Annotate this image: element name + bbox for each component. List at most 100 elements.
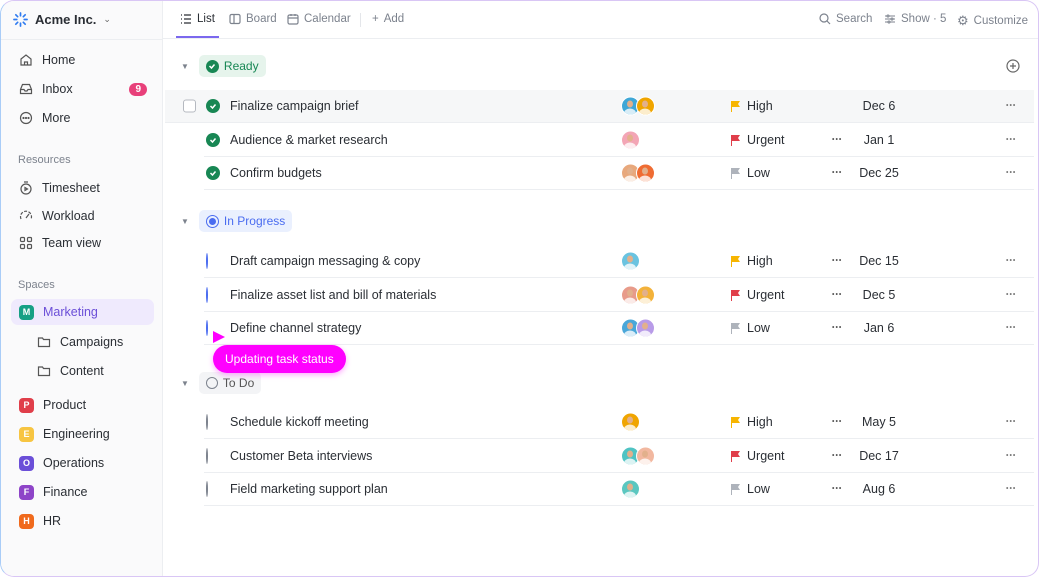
task-row[interactable]: Field marketing support plan Low ••• Aug… xyxy=(204,473,1034,506)
avatar[interactable] xyxy=(621,251,640,271)
status-done-icon[interactable] xyxy=(206,166,220,180)
show-button[interactable]: Show · 5 xyxy=(884,13,946,25)
task-name[interactable]: Customer Beta interviews xyxy=(230,448,373,463)
avatar[interactable] xyxy=(636,96,655,116)
task-name[interactable]: Draft campaign messaging & copy xyxy=(230,254,421,268)
space-operations[interactable]: O Operations xyxy=(11,450,154,476)
avatar[interactable] xyxy=(621,412,640,432)
assignees[interactable] xyxy=(621,96,655,116)
space-finance[interactable]: F Finance xyxy=(11,479,154,505)
folder-content[interactable]: Content xyxy=(37,364,104,378)
task-name[interactable]: Audience & market research xyxy=(230,132,388,147)
assignees[interactable] xyxy=(621,163,655,183)
priority[interactable]: Low xyxy=(730,166,770,180)
status-todo-icon[interactable] xyxy=(206,447,208,464)
space-hr[interactable]: H HR xyxy=(11,508,154,534)
more-options-icon[interactable]: ••• xyxy=(832,169,843,177)
more-options-icon[interactable]: ••• xyxy=(832,418,843,426)
search-button[interactable]: Search xyxy=(819,13,872,25)
row-menu-icon[interactable]: ••• xyxy=(1006,257,1017,265)
tab-calendar[interactable]: Calendar xyxy=(287,13,351,25)
status-todo-icon[interactable] xyxy=(206,414,208,430)
workspace-switcher[interactable]: Acme Inc. ⌄ xyxy=(13,12,111,27)
due-date[interactable]: Dec 5 xyxy=(862,287,896,302)
row-menu-icon[interactable]: ••• xyxy=(1006,452,1017,459)
task-row[interactable]: Customer Beta interviews Urgent ••• Dec … xyxy=(204,440,1034,473)
space-product[interactable]: P Product xyxy=(11,392,154,418)
tab-list[interactable]: List xyxy=(180,13,215,25)
task-row[interactable]: Audience & market research Urgent ••• Ja… xyxy=(204,124,1034,157)
customize-button[interactable]: ⚙ Customize xyxy=(957,13,1028,28)
due-date[interactable]: Dec 15 xyxy=(859,254,899,268)
task-row[interactable]: Finalize campaign brief High Dec 6 ••• xyxy=(165,90,1034,123)
priority[interactable]: Urgent xyxy=(730,449,785,463)
assignees[interactable] xyxy=(621,318,655,338)
row-menu-icon[interactable]: ••• xyxy=(1006,291,1017,298)
due-date[interactable]: Dec 6 xyxy=(862,99,896,113)
task-row[interactable]: Confirm budgets Low ••• Dec 25 ••• xyxy=(204,157,1034,190)
collapse-caret-icon[interactable]: ▼ xyxy=(181,378,189,388)
due-date[interactable]: Jan 1 xyxy=(863,132,895,147)
space-marketing[interactable]: M Marketing xyxy=(11,299,154,325)
avatar[interactable] xyxy=(621,130,640,149)
assignees[interactable] xyxy=(621,251,640,271)
more-options-icon[interactable]: ••• xyxy=(832,257,843,265)
tab-board[interactable]: Board xyxy=(229,13,277,25)
status-done-icon[interactable] xyxy=(206,132,220,147)
folder-campaigns[interactable]: Campaigns xyxy=(37,335,123,349)
sidebar-item-home[interactable]: Home xyxy=(19,53,149,67)
priority[interactable]: High xyxy=(730,254,773,268)
avatar[interactable] xyxy=(636,163,655,183)
due-date[interactable]: Dec 17 xyxy=(859,448,899,463)
sidebar-item-inbox[interactable]: Inbox 9 xyxy=(19,82,149,96)
priority[interactable]: Low xyxy=(730,482,770,496)
priority[interactable]: Low xyxy=(730,321,770,335)
status-pill[interactable]: In Progress xyxy=(198,210,293,232)
more-options-icon[interactable]: ••• xyxy=(832,136,843,143)
row-menu-icon[interactable]: ••• xyxy=(1006,102,1017,110)
more-options-icon[interactable]: ••• xyxy=(832,452,843,459)
priority[interactable]: Urgent xyxy=(730,288,785,302)
avatar[interactable] xyxy=(621,96,640,116)
task-checkbox[interactable] xyxy=(183,99,196,113)
status-todo-icon[interactable] xyxy=(206,481,208,497)
row-menu-icon[interactable]: ••• xyxy=(1006,136,1017,143)
more-options-icon[interactable]: ••• xyxy=(832,485,843,493)
sidebar-item-workload[interactable]: Workload xyxy=(19,209,149,223)
avatar[interactable] xyxy=(636,446,655,465)
task-row[interactable]: Schedule kickoff meeting High ••• May 5 … xyxy=(204,406,1034,439)
avatar[interactable] xyxy=(636,318,655,338)
avatar[interactable] xyxy=(636,285,655,304)
more-options-icon[interactable]: ••• xyxy=(832,291,843,298)
collapse-caret-icon[interactable]: ▼ xyxy=(181,216,189,226)
sidebar-item-timesheet[interactable]: Timesheet xyxy=(19,181,149,195)
avatar[interactable] xyxy=(621,479,640,499)
due-date[interactable]: Aug 6 xyxy=(862,482,896,496)
assignees[interactable] xyxy=(621,130,640,149)
row-menu-icon[interactable]: ••• xyxy=(1006,169,1017,177)
task-name[interactable]: Finalize asset list and bill of material… xyxy=(230,287,437,302)
avatar[interactable] xyxy=(621,163,640,183)
row-menu-icon[interactable]: ••• xyxy=(1006,485,1017,493)
assignees[interactable] xyxy=(621,479,640,499)
add-group-plus-circle-icon[interactable] xyxy=(1006,59,1020,73)
task-name[interactable]: Field marketing support plan xyxy=(230,482,388,496)
status-done-icon[interactable] xyxy=(206,99,220,113)
assignees[interactable] xyxy=(621,285,655,304)
more-options-icon[interactable]: ••• xyxy=(832,324,843,332)
task-name[interactable]: Define channel strategy xyxy=(230,321,362,335)
due-date[interactable]: May 5 xyxy=(861,415,897,429)
status-prog-icon[interactable] xyxy=(206,253,208,269)
row-menu-icon[interactable]: ••• xyxy=(1006,418,1017,426)
status-prog-icon[interactable] xyxy=(206,286,208,303)
status-pill[interactable]: To Do xyxy=(198,372,262,394)
collapse-caret-icon[interactable]: ▼ xyxy=(181,61,189,71)
assignees[interactable] xyxy=(621,446,655,465)
priority[interactable]: Urgent xyxy=(730,133,785,147)
status-prog-icon[interactable] xyxy=(206,320,208,336)
space-engineering[interactable]: E Engineering xyxy=(11,421,154,447)
task-name[interactable]: Finalize campaign brief xyxy=(230,99,359,113)
sidebar-item-team-view[interactable]: Team view xyxy=(19,236,149,250)
assignees[interactable] xyxy=(621,412,640,432)
task-row[interactable]: Define channel strategy Low ••• Jan 6 ••… xyxy=(204,312,1034,345)
